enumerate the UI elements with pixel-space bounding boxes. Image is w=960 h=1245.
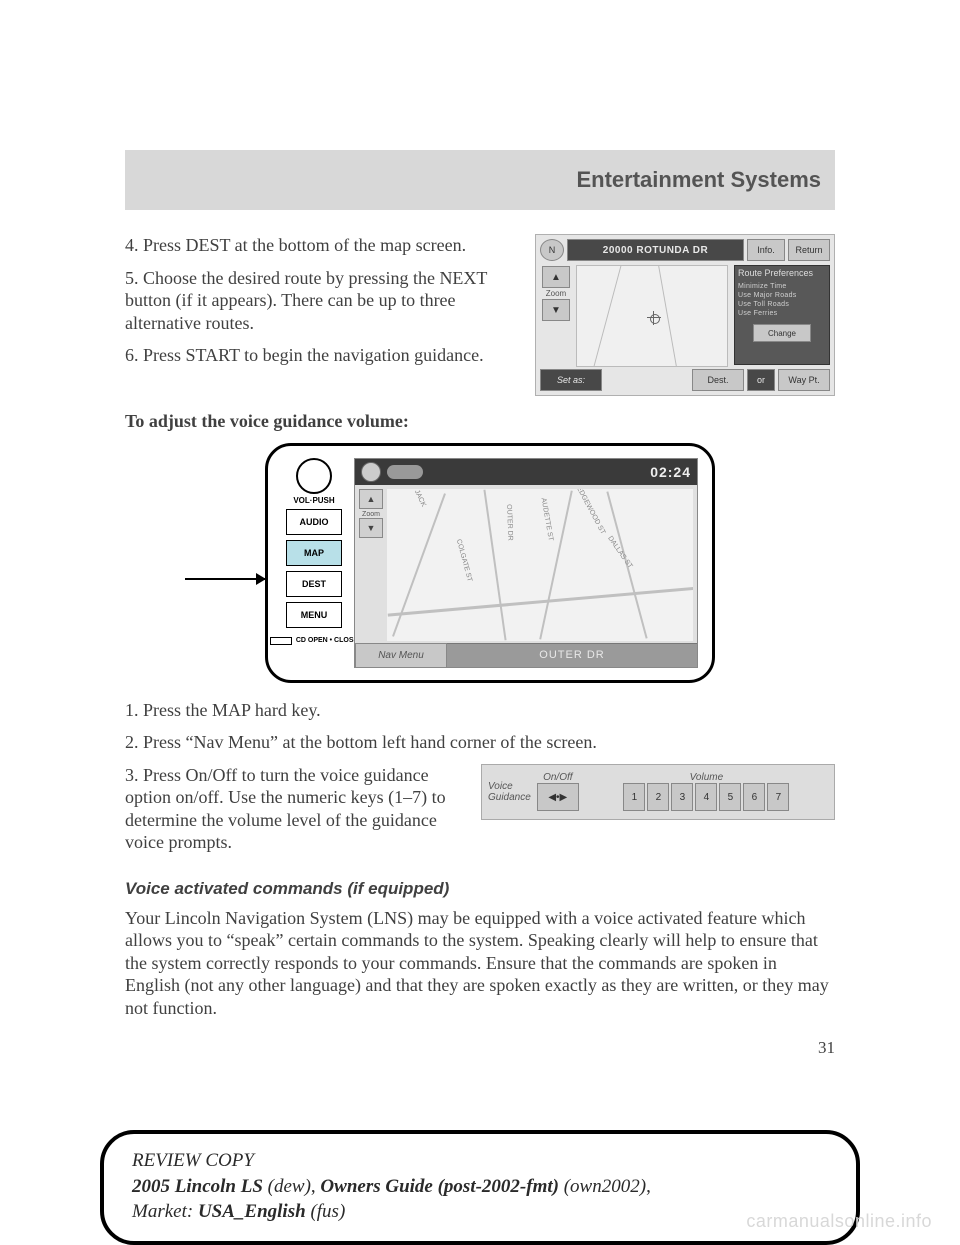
footer-model: 2005 Lincoln LS bbox=[132, 1176, 263, 1197]
pref-line: Use Ferries bbox=[738, 309, 826, 318]
compass-icon: N bbox=[540, 239, 564, 261]
chapter-header: Entertainment Systems bbox=[125, 150, 835, 210]
change-button[interactable]: Change bbox=[753, 324, 811, 342]
dest-hard-button[interactable]: DEST bbox=[286, 571, 342, 597]
screen-zoom-out-icon[interactable]: ▼ bbox=[359, 518, 383, 538]
page-number: 31 bbox=[125, 1037, 835, 1058]
volume-knob-icon[interactable] bbox=[296, 458, 332, 494]
footer-review-copy: REVIEW COPY bbox=[132, 1150, 254, 1171]
footer-guide: Owners Guide (post-2002-fmt) bbox=[320, 1176, 559, 1197]
console-diagram: VOL·PUSH AUDIO MAP DEST MENU CD OPEN • C… bbox=[185, 443, 835, 683]
or-label: or bbox=[747, 369, 775, 391]
vg-label-2: Guidance bbox=[488, 792, 531, 803]
info-button[interactable]: Info. bbox=[747, 239, 785, 261]
volume-header: Volume bbox=[585, 772, 828, 783]
dest-button[interactable]: Dest. bbox=[692, 369, 744, 391]
arrow-icon bbox=[185, 578, 265, 580]
screen-zoom-label: Zoom bbox=[359, 511, 383, 518]
heading-voice-volume: To adjust the voice guidance volume: bbox=[125, 410, 835, 433]
heading-voice-commands: Voice activated commands (if equipped) bbox=[125, 878, 835, 899]
vol-2-button[interactable]: 2 bbox=[647, 783, 669, 811]
street-label: JACK bbox=[413, 489, 427, 508]
step-5: 5. Choose the desired route by pressing … bbox=[125, 267, 517, 335]
set-as-label: Set as: bbox=[540, 369, 602, 391]
vol-3-button[interactable]: 3 bbox=[671, 783, 693, 811]
return-button[interactable]: Return bbox=[788, 239, 830, 261]
chapter-title: Entertainment Systems bbox=[576, 167, 821, 193]
street-label: EDGEWOOD ST bbox=[576, 489, 607, 536]
street-label: COLGATE ST bbox=[455, 538, 473, 582]
screen-map: JACK COLGATE ST OUTER DR AUDETTE ST EDGE… bbox=[387, 489, 693, 641]
crosshair-icon bbox=[647, 311, 661, 325]
step-6: 6. Press START to begin the navigation g… bbox=[125, 344, 517, 367]
footer-own: (own2002) bbox=[559, 1176, 646, 1197]
voice-commands-paragraph: Your Lincoln Navigation System (LNS) may… bbox=[125, 907, 835, 1020]
vol-5-button[interactable]: 5 bbox=[719, 783, 741, 811]
footer-fus: (fus) bbox=[306, 1201, 346, 1222]
console-screen: 02:24 ▲ Zoom ▼ JACK COLGATE ST OUTER DR bbox=[354, 458, 698, 668]
cd-open-close-label: CD OPEN • CLOSE bbox=[296, 637, 358, 644]
step-3: 3. Press On/Off to turn the voice guidan… bbox=[125, 764, 463, 854]
footer-comma: , bbox=[311, 1176, 321, 1197]
footer-market: USA_English bbox=[193, 1201, 305, 1222]
pref-line: Minimize Time bbox=[738, 282, 826, 291]
step-4: 4. Press DEST at the bottom of the map s… bbox=[125, 234, 517, 257]
audio-button[interactable]: AUDIO bbox=[286, 509, 342, 535]
pref-line: Use Major Roads bbox=[738, 291, 826, 300]
current-road-label: OUTER DR bbox=[447, 643, 697, 667]
pref-title: Route Preferences bbox=[738, 269, 826, 279]
vol-push-label: VOL·PUSH bbox=[293, 496, 334, 505]
onoff-toggle[interactable]: ◀•▶ bbox=[537, 783, 579, 811]
step-2: 2. Press “Nav Menu” at the bottom left h… bbox=[125, 731, 835, 754]
zoom-out-icon[interactable]: ▼ bbox=[542, 299, 570, 321]
step-1: 1. Press the MAP hard key. bbox=[125, 699, 835, 722]
nav-screenshot: N 20000 ROTUNDA DR Info. Return ▲ Zoom ▼… bbox=[535, 234, 835, 396]
address-bar: 20000 ROTUNDA DR bbox=[567, 239, 744, 261]
zoom-label: Zoom bbox=[540, 289, 572, 298]
footer-comma2: , bbox=[646, 1176, 651, 1197]
screen-zoom-in-icon[interactable]: ▲ bbox=[359, 489, 383, 509]
nav-menu-button[interactable]: Nav Menu bbox=[355, 643, 447, 667]
zoom-in-icon[interactable]: ▲ bbox=[542, 266, 570, 288]
map-area bbox=[576, 265, 728, 367]
footer-market-label: Market: bbox=[132, 1201, 193, 1222]
menu-button[interactable]: MENU bbox=[286, 602, 342, 628]
instruction-block-a: 4. Press DEST at the bottom of the map s… bbox=[125, 234, 517, 396]
waypoint-button[interactable]: Way Pt. bbox=[778, 369, 830, 391]
vol-6-button[interactable]: 6 bbox=[743, 783, 765, 811]
footer-dew: (dew) bbox=[263, 1176, 311, 1197]
vol-4-button[interactable]: 4 bbox=[695, 783, 717, 811]
screen-compass-icon bbox=[361, 462, 381, 482]
clock-display: 02:24 bbox=[650, 464, 691, 480]
street-label: OUTER DR bbox=[505, 504, 513, 541]
cd-slot-icon bbox=[270, 637, 292, 645]
voice-guidance-bar: Voice Guidance On/Off ◀•▶ Volume 1 2 3 4… bbox=[481, 764, 835, 820]
pref-line: Use Toll Roads bbox=[738, 300, 826, 309]
route-preferences-panel: Route Preferences Minimize Time Use Majo… bbox=[734, 265, 830, 365]
vol-1-button[interactable]: 1 bbox=[623, 783, 645, 811]
status-pill-icon bbox=[387, 465, 423, 479]
street-label: AUDETTE ST bbox=[539, 497, 553, 541]
onoff-header: On/Off bbox=[537, 772, 579, 783]
map-button[interactable]: MAP bbox=[286, 540, 342, 566]
watermark: carmanualsonline.info bbox=[746, 1211, 932, 1232]
vg-label-1: Voice bbox=[488, 781, 531, 792]
vol-7-button[interactable]: 7 bbox=[767, 783, 789, 811]
